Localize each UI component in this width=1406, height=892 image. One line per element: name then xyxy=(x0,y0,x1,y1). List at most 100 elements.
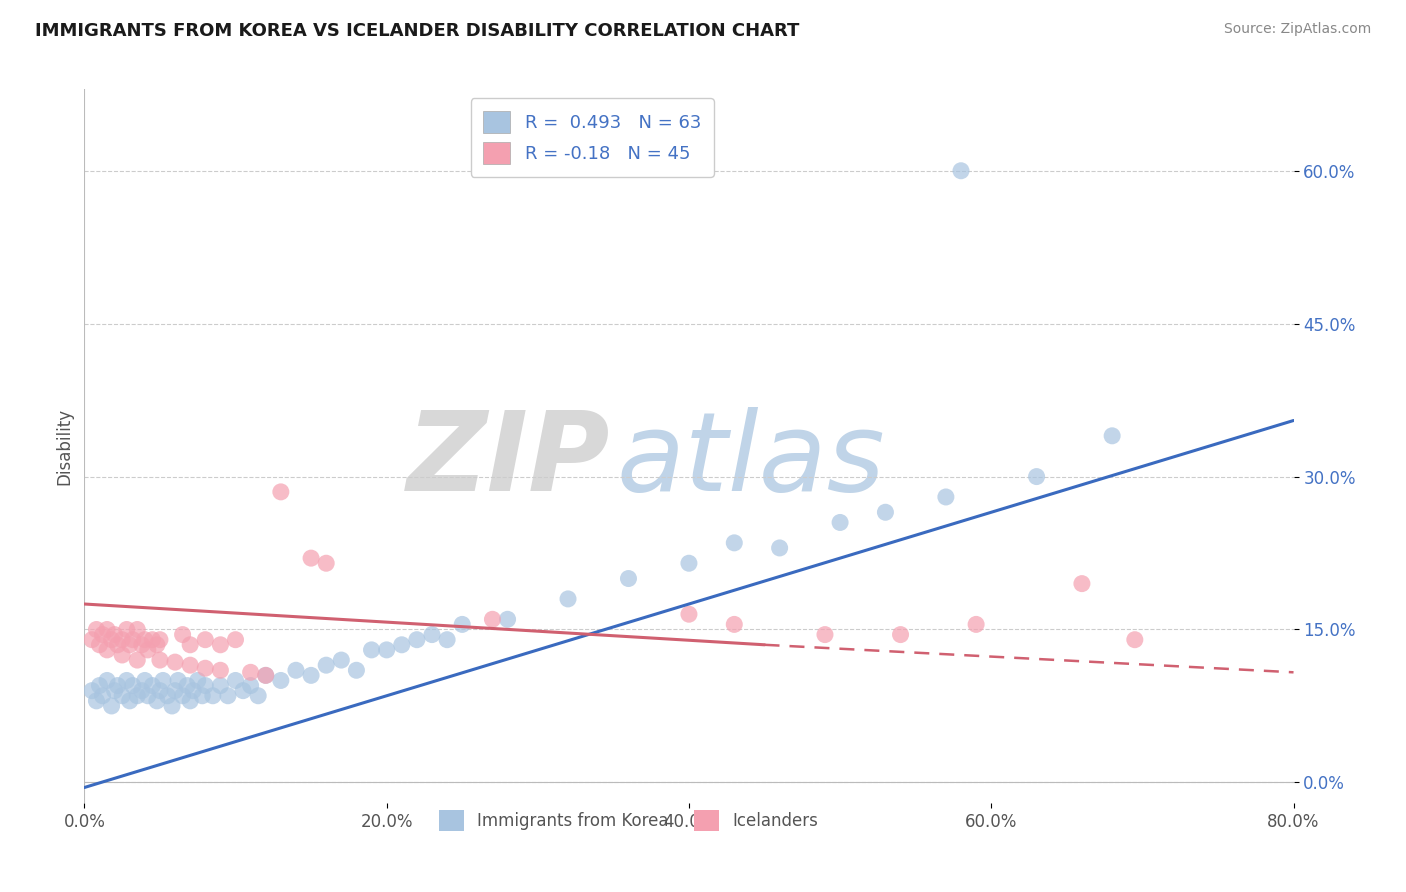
Point xyxy=(149,632,172,647)
Point xyxy=(436,632,458,647)
Point xyxy=(406,632,429,647)
Point xyxy=(80,683,103,698)
Point xyxy=(247,689,270,703)
Point xyxy=(96,643,118,657)
Legend: Immigrants from Korea, Icelanders: Immigrants from Korea, Icelanders xyxy=(432,804,825,838)
Point xyxy=(299,551,322,566)
Point xyxy=(111,689,134,703)
Point xyxy=(678,556,700,570)
Point xyxy=(134,673,156,688)
Point xyxy=(481,612,503,626)
Point xyxy=(814,627,837,641)
Point xyxy=(136,643,159,657)
Point xyxy=(225,632,247,647)
Point xyxy=(172,627,194,641)
Point xyxy=(375,643,398,657)
Point xyxy=(557,591,579,606)
Point xyxy=(127,689,149,703)
Text: Source: ZipAtlas.com: Source: ZipAtlas.com xyxy=(1223,22,1371,37)
Point xyxy=(285,663,308,677)
Point xyxy=(830,516,852,530)
Point xyxy=(1101,429,1123,443)
Point xyxy=(617,572,640,586)
Point xyxy=(176,679,198,693)
Point xyxy=(179,658,201,673)
Point xyxy=(104,627,127,641)
Point xyxy=(146,694,169,708)
Point xyxy=(107,679,129,693)
Point xyxy=(115,623,138,637)
Point xyxy=(91,689,114,703)
Point xyxy=(420,627,443,641)
Point xyxy=(1123,632,1146,647)
Point xyxy=(146,638,169,652)
Point xyxy=(965,617,987,632)
Point xyxy=(225,673,247,688)
Point xyxy=(136,689,159,703)
Point xyxy=(360,643,382,657)
Point xyxy=(80,632,103,647)
Point xyxy=(194,632,217,647)
Point xyxy=(118,694,141,708)
Point xyxy=(89,679,111,693)
Point xyxy=(391,638,413,652)
Point xyxy=(496,612,519,626)
Y-axis label: Disability: Disability xyxy=(55,408,73,484)
Point xyxy=(100,632,122,647)
Point xyxy=(875,505,897,519)
Point xyxy=(111,648,134,662)
Point xyxy=(121,679,143,693)
Point xyxy=(187,673,209,688)
Point xyxy=(194,679,217,693)
Point xyxy=(723,536,745,550)
Point xyxy=(890,627,912,641)
Point xyxy=(239,679,262,693)
Point xyxy=(121,632,143,647)
Point xyxy=(191,689,214,703)
Point xyxy=(179,638,201,652)
Point xyxy=(89,638,111,652)
Point xyxy=(141,679,163,693)
Point xyxy=(165,683,187,698)
Point xyxy=(723,617,745,632)
Point xyxy=(769,541,792,555)
Point xyxy=(217,689,239,703)
Point xyxy=(115,673,138,688)
Point xyxy=(299,668,322,682)
Point xyxy=(201,689,224,703)
Point xyxy=(107,638,129,652)
Point xyxy=(678,607,700,622)
Point xyxy=(935,490,957,504)
Point xyxy=(181,683,204,698)
Point xyxy=(131,638,153,652)
Point xyxy=(1025,469,1047,483)
Point xyxy=(315,556,337,570)
Point xyxy=(270,484,292,499)
Point xyxy=(194,661,217,675)
Point xyxy=(131,683,153,698)
Point xyxy=(1071,576,1094,591)
Point xyxy=(149,683,172,698)
Point xyxy=(254,668,277,682)
Point xyxy=(209,663,232,677)
Point xyxy=(96,673,118,688)
Point xyxy=(346,663,368,677)
Point xyxy=(315,658,337,673)
Text: ZIP: ZIP xyxy=(406,407,610,514)
Point xyxy=(86,694,108,708)
Text: atlas: atlas xyxy=(616,407,884,514)
Point xyxy=(100,698,122,713)
Point xyxy=(451,617,474,632)
Point xyxy=(104,683,127,698)
Point xyxy=(167,673,190,688)
Text: IMMIGRANTS FROM KOREA VS ICELANDER DISABILITY CORRELATION CHART: IMMIGRANTS FROM KOREA VS ICELANDER DISAB… xyxy=(35,22,800,40)
Point xyxy=(950,163,973,178)
Point xyxy=(149,653,172,667)
Point xyxy=(134,632,156,647)
Point xyxy=(160,698,183,713)
Point xyxy=(165,655,187,669)
Point xyxy=(152,673,174,688)
Point xyxy=(254,668,277,682)
Point xyxy=(232,683,254,698)
Point xyxy=(141,632,163,647)
